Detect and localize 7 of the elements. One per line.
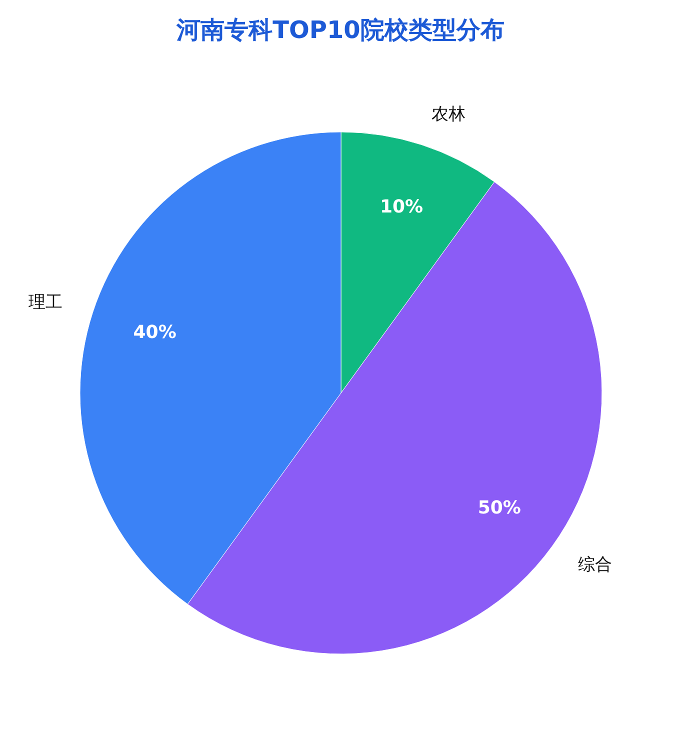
data-label: 10% (380, 196, 424, 218)
chart-title: 河南专科TOP10院校类型分布 (176, 16, 504, 44)
data-label: 40% (133, 322, 176, 344)
slice-label: 综合 (578, 555, 612, 576)
slice-label: 农林 (432, 104, 466, 124)
slice-label: 理工 (28, 292, 62, 312)
data-label: 50% (478, 498, 521, 519)
